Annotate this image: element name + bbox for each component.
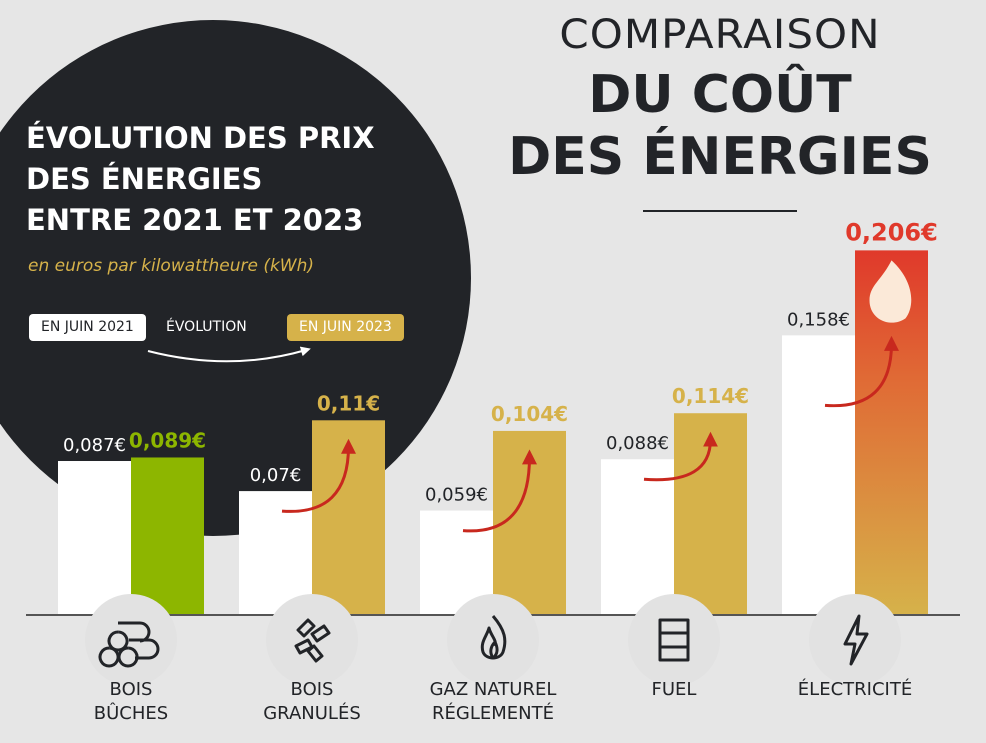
legend-arrow [147, 346, 311, 363]
category-label: BOIS GRANULÉS [227, 678, 397, 726]
increase-arrow [824, 335, 899, 408]
category-label-line: BOIS [109, 679, 153, 700]
icon-circle [809, 594, 901, 686]
legend-evolution: ÉVOLUTION [166, 319, 247, 335]
category-label-line: BÛCHES [93, 703, 169, 724]
panel-title-line: DES ÉNERGIES [26, 162, 263, 196]
value-label-2021: 0,088€ [606, 433, 669, 454]
legend-2023: EN JUIN 2023 [287, 314, 404, 341]
bar-2023 [131, 457, 204, 615]
value-label-2023: 0,104€ [491, 402, 568, 426]
icon-circle [628, 594, 720, 686]
value-label-2021: 0,059€ [425, 485, 488, 506]
title-line-3: DES ÉNERGIES [508, 127, 932, 187]
value-label-2023: 0,206€ [845, 218, 938, 246]
legend-2021: EN JUIN 2021 [29, 314, 146, 341]
value-label-2021: 0,087€ [63, 435, 126, 456]
category-label: GAZ NATUREL RÉGLEMENTÉ [408, 678, 578, 726]
panel-title-line: ENTRE 2021 ET 2023 [26, 203, 364, 237]
flame-icon [480, 615, 507, 660]
barrel-icon [658, 618, 690, 662]
title-line-2: DU COÛT [588, 65, 852, 125]
dark-panel-circle [0, 20, 471, 536]
increase-arrow [281, 438, 356, 513]
lightning-icon [843, 614, 869, 666]
bar-2021 [58, 461, 131, 615]
increase-arrow [462, 449, 537, 533]
category-label-line: RÉGLEMENTÉ [432, 703, 554, 724]
bar-2021 [601, 459, 674, 615]
category-label-line: GAZ NATUREL [429, 679, 557, 700]
category-label: ÉLECTRICITÉ [770, 678, 940, 702]
value-label-2023: 0,089€ [129, 428, 206, 452]
icon-circle [266, 594, 358, 686]
pellets-icon [294, 618, 331, 663]
logs-icon [98, 621, 160, 668]
title-line-1: COMPARAISON [559, 12, 881, 58]
fire-icon [869, 260, 912, 323]
panel-title-line: ÉVOLUTION DES PRIX [26, 121, 375, 155]
bar-2021 [782, 335, 855, 615]
value-label-2021: 0,158€ [787, 309, 850, 330]
unit-subtitle: en euros par kilowattheure (kWh) [28, 256, 315, 276]
category-label: FUEL [589, 678, 759, 702]
category-label: BOIS BÛCHES [46, 678, 216, 726]
increase-arrow [643, 431, 718, 482]
category-label-line: BOIS [290, 679, 334, 700]
panel-title: ÉVOLUTION DES PRIX DES ÉNERGIES ENTRE 20… [26, 118, 446, 241]
value-label-2023: 0,114€ [672, 384, 749, 408]
category-label-line: GRANULÉS [263, 703, 361, 724]
category-label-line: FUEL [651, 679, 697, 700]
category-label-line: ÉLECTRICITÉ [797, 679, 913, 700]
value-label-2023: 0,11€ [317, 391, 380, 415]
value-label-2021: 0,07€ [250, 465, 302, 486]
